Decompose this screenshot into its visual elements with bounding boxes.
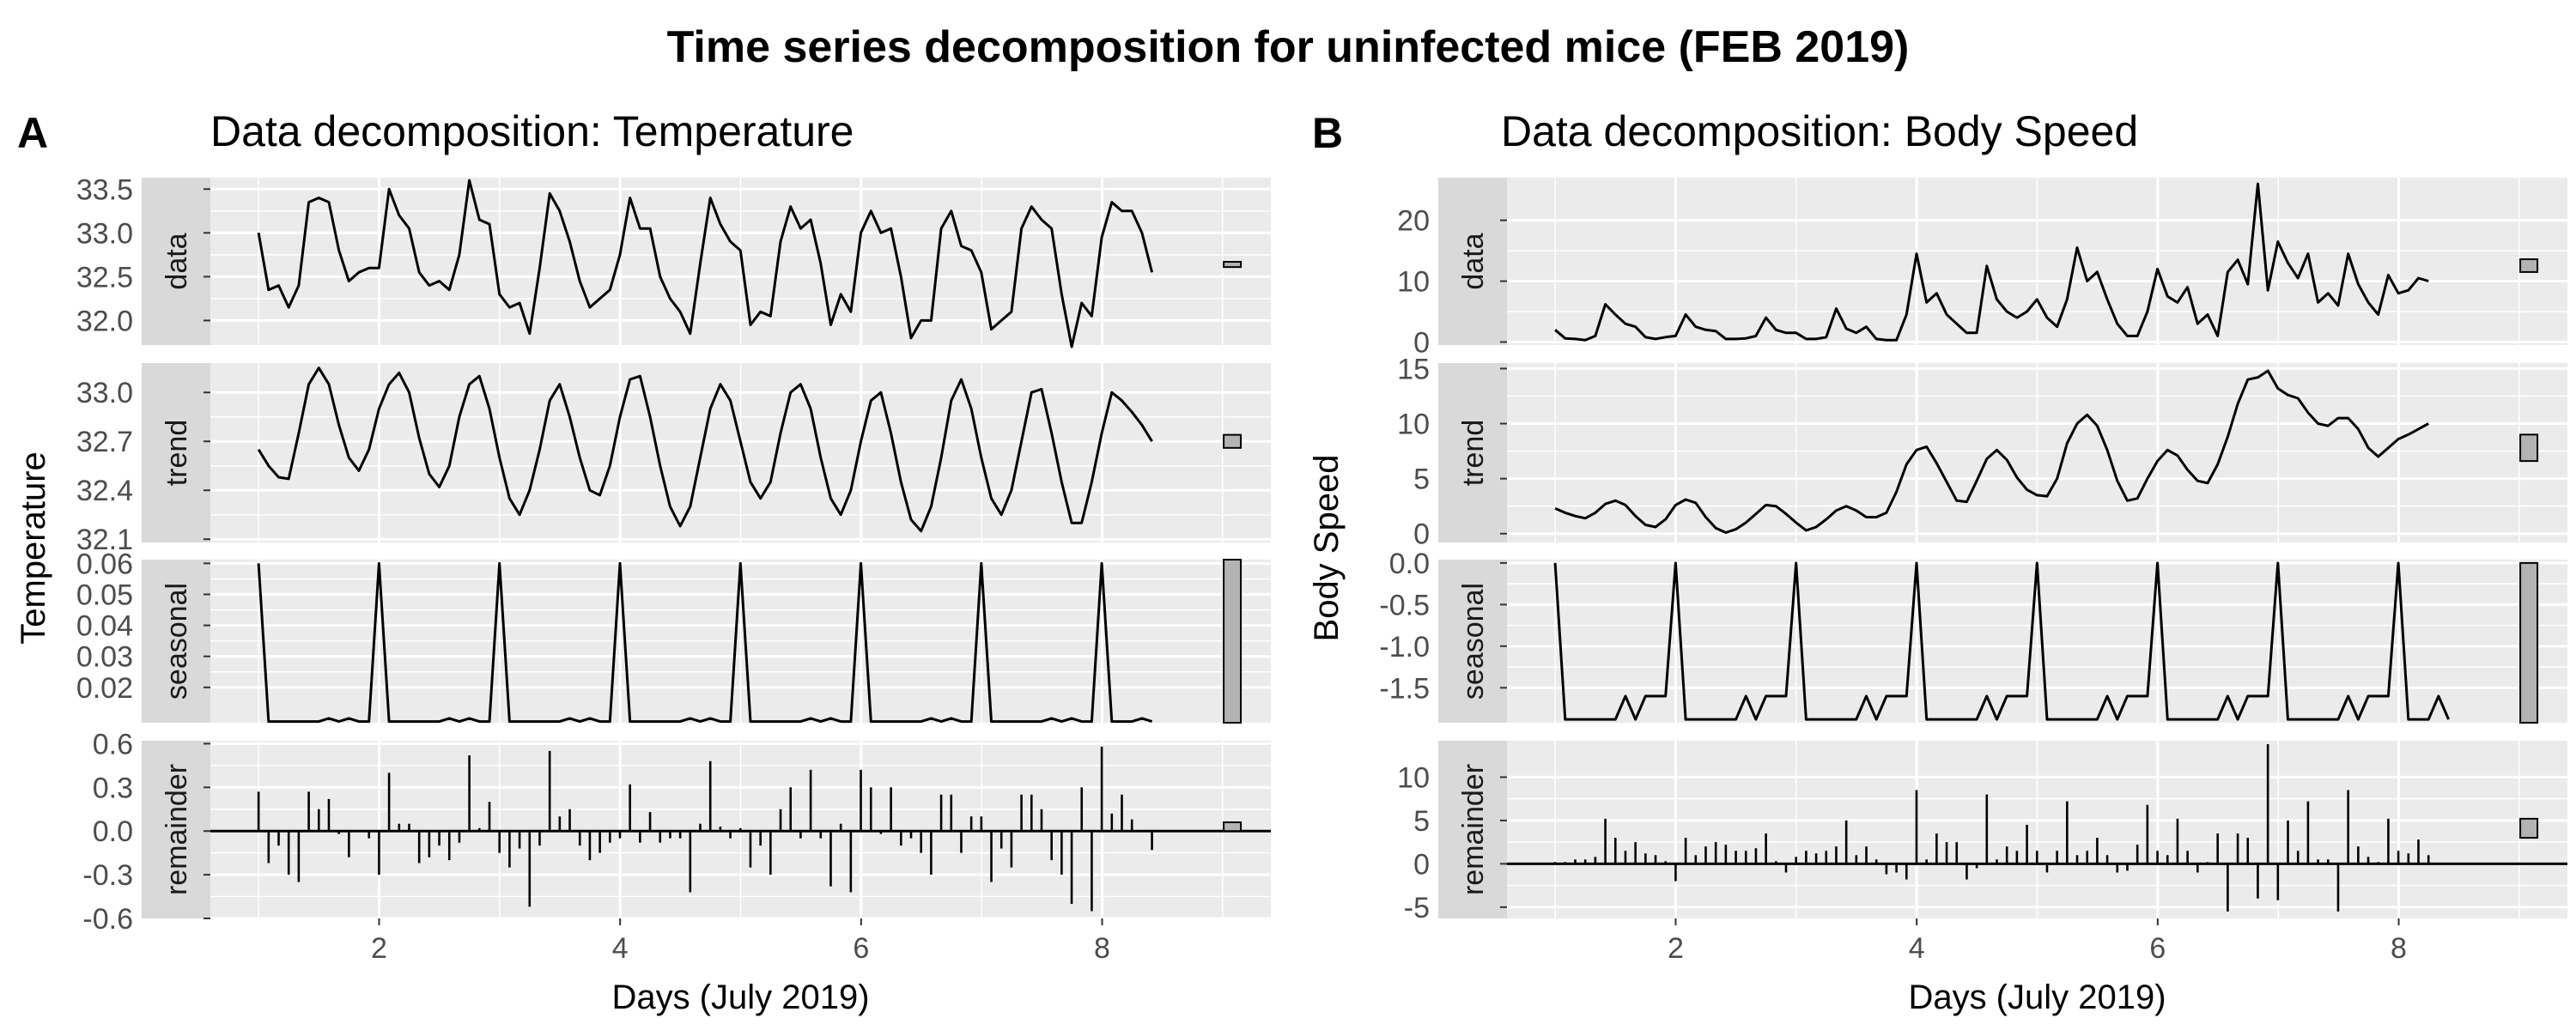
- facet-strip: [142, 363, 210, 542]
- range-bar: [2519, 817, 2539, 839]
- facet-trend: trend 32.1 32.4 32.7 33.0: [76, 363, 1271, 556]
- y-tick-label: -0.3: [82, 859, 133, 892]
- series-line: [1553, 561, 2450, 721]
- y-tick-label: 0: [1413, 518, 1430, 551]
- facet-strip-label: data: [1457, 233, 1490, 289]
- panel-b: B Data decomposition: Body Speed Body Spee…: [1308, 107, 2567, 1016]
- y-tick-label: 10: [1397, 761, 1430, 794]
- y-tick-label: 33.0: [76, 217, 133, 250]
- y-tick-label: 0.03: [76, 641, 133, 674]
- facet-trend: trend 0 5 10 15: [1397, 353, 2567, 551]
- y-tick-label: 0.05: [76, 579, 133, 611]
- y-tick-label: 0.02: [76, 672, 133, 705]
- panel-title: Data decomposition: Body Speed: [1501, 107, 2138, 155]
- facet-seasonal: seasonal -1.5 -1.0 -0.5 0.0: [1379, 548, 2567, 724]
- y-tick-label: 32.4: [76, 475, 133, 507]
- facet-strip: [142, 560, 210, 723]
- range-bar: [2519, 561, 2539, 724]
- x-axis-label: Days (July 2019): [1908, 978, 2166, 1016]
- x-tick-label: 8: [2391, 932, 2407, 965]
- y-tick-label: 32.5: [76, 261, 133, 294]
- facet-seasonal: seasonal 0.020.030.040.050.06: [76, 548, 1271, 724]
- facet-strip: [1438, 178, 1507, 345]
- facet-remainder: remainder -5 0 5 10: [1397, 741, 2567, 924]
- y-axis-label: Body Speed: [1308, 455, 1346, 642]
- y-tick-label: 0.06: [76, 548, 133, 580]
- x-tick-label: 4: [612, 932, 629, 965]
- range-bar: [1223, 821, 1242, 833]
- panel-letter: B: [1312, 109, 1343, 157]
- x-axis-label: Days (July 2019): [611, 978, 869, 1016]
- x-tick-label: 6: [853, 932, 869, 965]
- x-tick-label: 8: [1094, 932, 1110, 965]
- y-tick-label: -1.5: [1379, 672, 1430, 705]
- y-tick-label: 0.6: [93, 728, 133, 760]
- range-bar: [1223, 433, 1242, 449]
- figure-title: Time series decomposition for uninfected…: [667, 22, 1910, 72]
- facet-strip-label: seasonal: [1457, 583, 1490, 700]
- y-tick-label: -1.0: [1379, 631, 1430, 663]
- range-bar: [2519, 258, 2539, 273]
- x-tick-label: 2: [1668, 932, 1684, 965]
- y-tick-label: 15: [1397, 353, 1430, 385]
- y-tick-label: 20: [1397, 205, 1430, 238]
- facet-strip: [1438, 741, 1507, 918]
- series-line: [257, 561, 1153, 724]
- y-tick-label: 5: [1413, 805, 1430, 838]
- y-tick-label: 5: [1413, 464, 1430, 496]
- facet-data: data 0 10 20: [1397, 178, 2567, 359]
- series-line: [257, 367, 1153, 533]
- range-bar: [2519, 433, 2539, 463]
- series-line: [1554, 369, 2429, 534]
- y-tick-label: 32.0: [76, 305, 133, 337]
- facet-strip: [142, 741, 210, 918]
- facet-strip-label: trend: [161, 420, 193, 487]
- y-tick-label: 0.04: [76, 610, 133, 643]
- range-bar: [1223, 261, 1242, 269]
- panel-title: Data decomposition: Temperature: [210, 107, 854, 155]
- y-tick-label: 0.0: [1389, 548, 1430, 580]
- y-tick-label: -5: [1404, 892, 1430, 924]
- y-tick-label: 33.0: [76, 377, 133, 409]
- facet-strip: [142, 178, 210, 345]
- facet-strip-label: data: [161, 233, 193, 289]
- x-tick-label: 6: [2149, 932, 2166, 965]
- y-axis-label: Temperature: [15, 451, 52, 645]
- facet-strip: [1438, 560, 1507, 723]
- y-tick-label: 0: [1413, 326, 1430, 359]
- panels: A Data decomposition: Temperature Temperat…: [15, 107, 2567, 1016]
- range-bar: [1223, 559, 1242, 724]
- y-tick-label: 32.7: [76, 426, 133, 458]
- series-line: [1554, 182, 2429, 342]
- y-tick-label: 0: [1413, 848, 1430, 881]
- panel-a: A Data decomposition: Temperature Temperat…: [15, 107, 1271, 1016]
- facet-strip-label: remainder: [161, 764, 193, 895]
- facet-strip-label: remainder: [1457, 764, 1490, 895]
- x-tick-label: 4: [1909, 932, 1925, 965]
- y-tick-label: -0.5: [1379, 589, 1430, 621]
- y-tick-label: 10: [1397, 409, 1430, 441]
- y-tick-label: 10: [1397, 266, 1430, 299]
- panel-letter: A: [17, 109, 48, 157]
- facet-remainder: remainder -0.6 -0.3 0.0 0.3 0.6: [82, 728, 1271, 936]
- y-tick-label: 33.5: [76, 173, 133, 206]
- series-line: [257, 179, 1154, 348]
- facet-strip-label: seasonal: [161, 583, 193, 700]
- y-tick-label: -0.6: [82, 903, 133, 936]
- y-tick-label: 0.3: [93, 772, 133, 804]
- facet-strip-label: trend: [1457, 420, 1490, 487]
- y-tick-label: 32.1: [76, 524, 133, 556]
- x-tick-label: 2: [371, 932, 387, 965]
- y-tick-label: 0.0: [93, 815, 133, 848]
- facet-strip: [1438, 363, 1507, 542]
- facet-data: data 32.0 32.5 33.0 33.5: [76, 173, 1271, 348]
